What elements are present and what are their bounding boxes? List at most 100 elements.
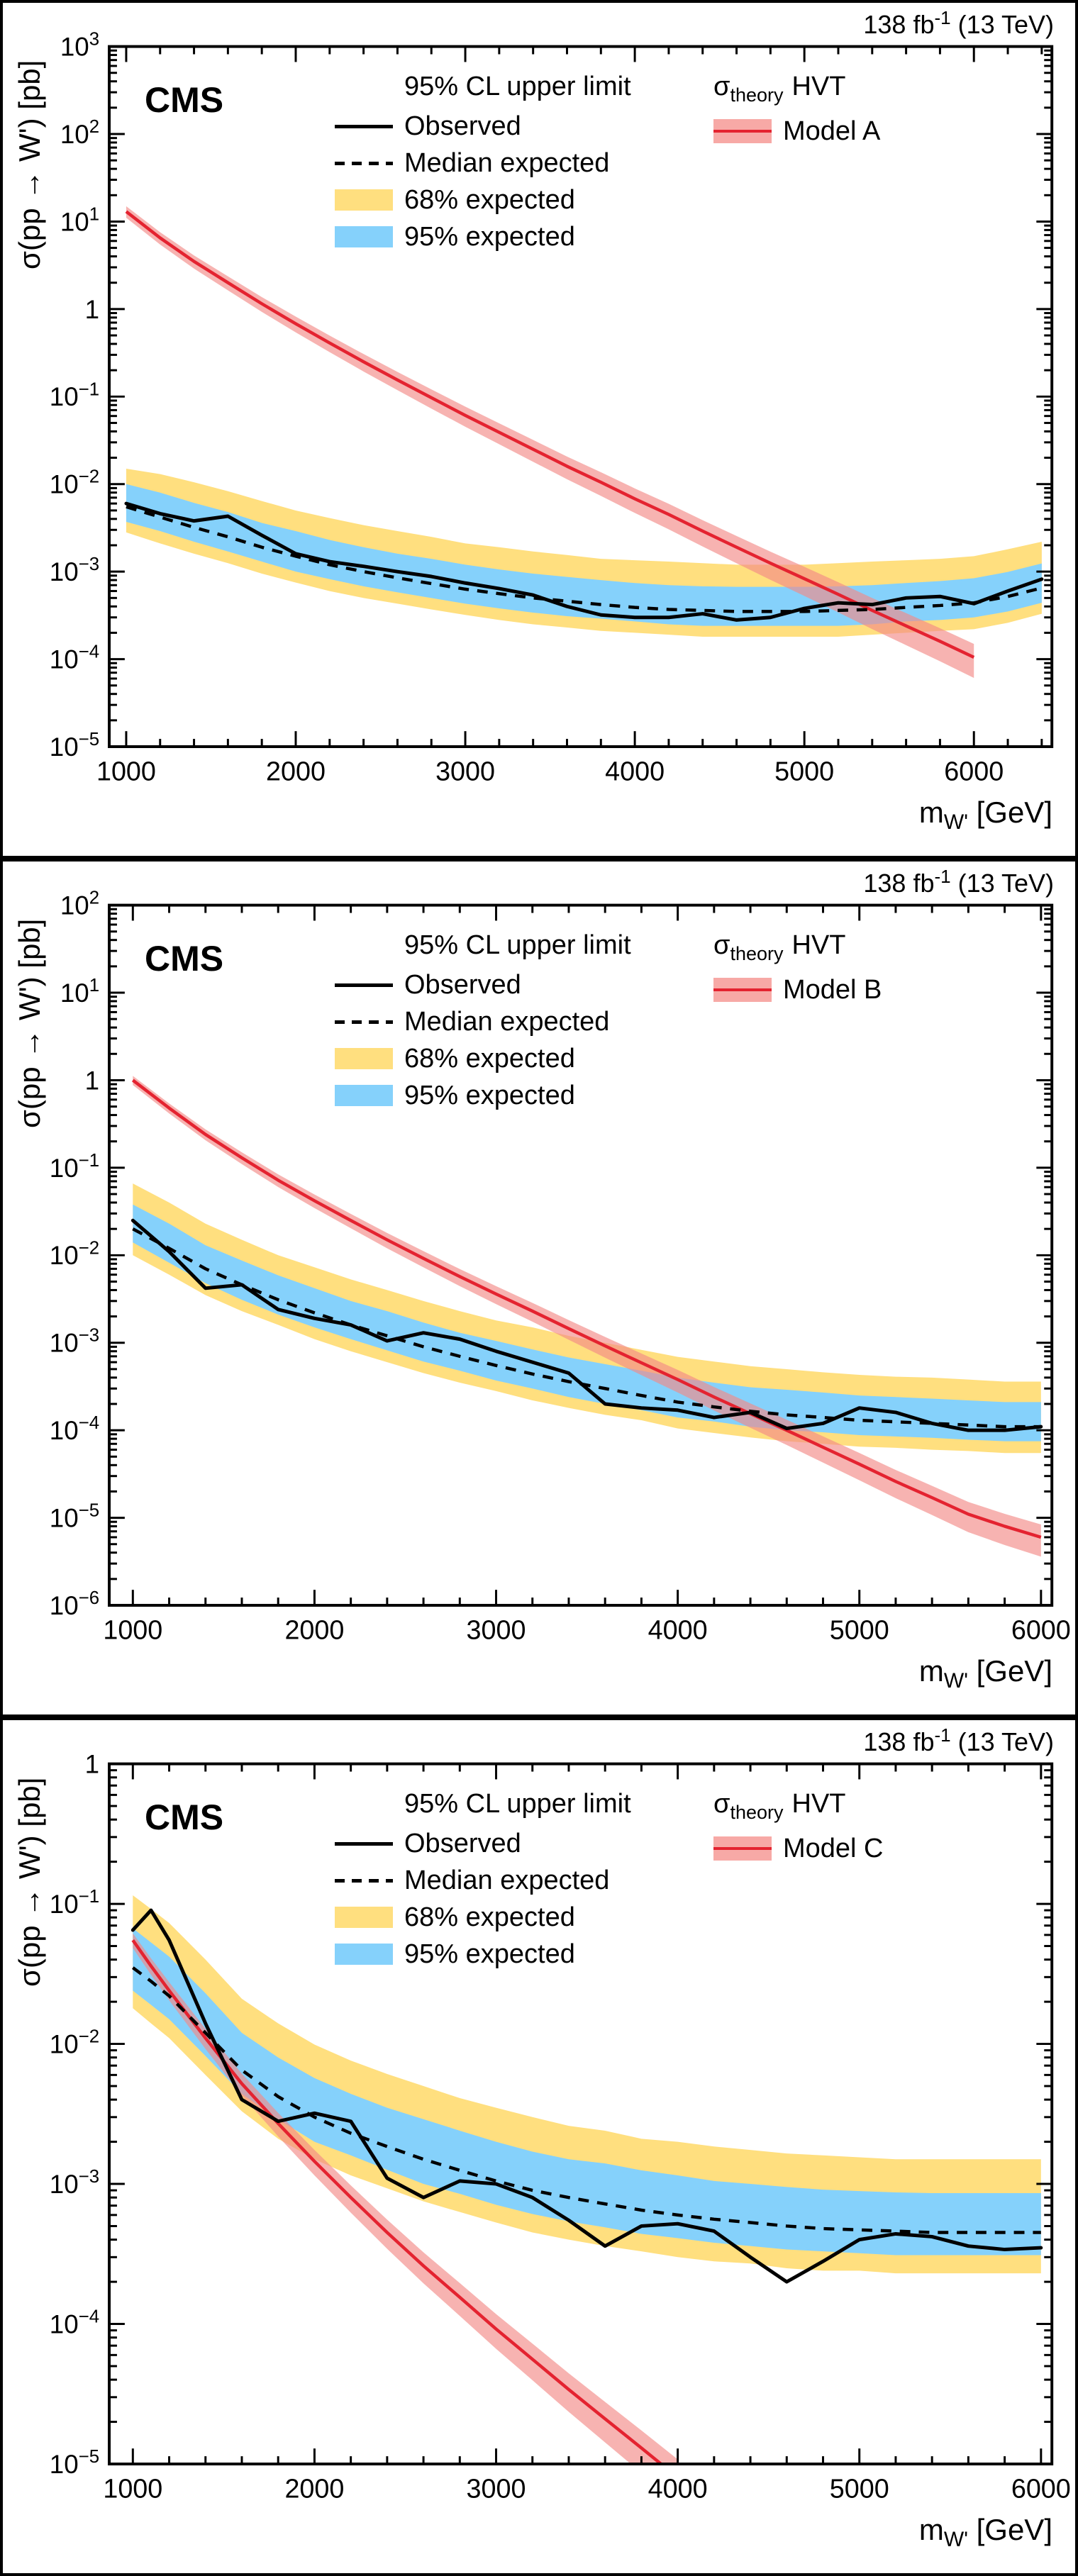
legend-label-observed: Observed (404, 969, 521, 1000)
y-tick-label: 1 (85, 295, 99, 324)
legend-item-95: 95% expected (335, 1077, 631, 1114)
y-tick-label: 101 (60, 204, 99, 236)
legend-label-68: 68% expected (404, 1902, 575, 1932)
axis-labels: 10−5 10−4 10−3 10−2 10−1 1 101 102 103 1000 2000 30… (50, 30, 1004, 786)
legend-label-68: 68% expected (404, 184, 575, 215)
axis-labels: 10−6 10−5 10−4 10−3 10−2 10−1 1 101 102 1000 2000 3… (50, 888, 1071, 1645)
band-95-swatch (335, 226, 393, 247)
legend-label-95: 95% expected (404, 221, 575, 252)
legend-item-68: 68% expected (335, 1040, 631, 1077)
theory-line (131, 1078, 1042, 1539)
lumi-label: 138 fb-1 (13 TeV) (863, 7, 1054, 40)
legend-label-median: Median expected (404, 1865, 610, 1895)
x-tick-label: 1000 (103, 2474, 162, 2504)
limit-legend: 95% CL upper limit Observed Median expec… (335, 1787, 631, 1973)
legend-label-median: Median expected (404, 1006, 610, 1037)
x-axis-title: mW' [GeV] (918, 1654, 1052, 1693)
median-line-swatch (335, 1020, 393, 1024)
sigma-subscript: theory (730, 84, 784, 106)
x-axis-subscript: W' (943, 1669, 968, 1693)
limit-legend: 95% CL upper limit Observed Median expec… (335, 928, 631, 1114)
x-tick-label: 4000 (648, 1615, 708, 1645)
observed-line-swatch (335, 1841, 393, 1846)
x-axis-subscript: W' (943, 810, 968, 834)
x-axis-symbol: m (918, 1654, 944, 1688)
plot-canvas-model-c: 10−5 10−4 10−3 10−2 10−1 1 1000 2000 3000 4000 500… (50, 1750, 1071, 2504)
cms-logo-text: CMS (145, 939, 224, 978)
legend-item-model: Model C (713, 1830, 884, 1867)
axis-ticks (109, 45, 1052, 748)
legend-item-95: 95% expected (335, 1936, 631, 1973)
sigma-subscript: theory (730, 943, 784, 964)
legend-label-95: 95% expected (404, 1939, 575, 1969)
x-tick-label: 4000 (605, 757, 665, 786)
y-tick-label: 10−2 (50, 1238, 99, 1270)
legend-item-median: Median expected (335, 1862, 631, 1899)
legend-label-95: 95% expected (404, 1080, 575, 1110)
y-tick-label: 10−2 (50, 2027, 99, 2059)
legend-item-95: 95% expected (335, 218, 631, 255)
lumi-energy: (13 TeV) (950, 10, 1054, 39)
x-tick-label: 1000 (103, 1615, 162, 1645)
y-tick-label: 10−4 (50, 1413, 99, 1445)
y-tick-label: 10−1 (50, 379, 99, 411)
legend-title: 95% CL upper limit (404, 72, 631, 101)
y-tick-label: 10−1 (50, 1151, 99, 1183)
y-tick-label: 101 (60, 976, 99, 1008)
sigma-subscript: theory (730, 1802, 784, 1823)
theory-band-swatch (713, 119, 772, 143)
lumi-label: 138 fb-1 (13 TeV) (863, 1724, 1054, 1757)
theory-legend-title: σtheory HVT (713, 69, 880, 106)
observed-line (124, 501, 1044, 622)
band-95-region (133, 1928, 1041, 2256)
limit-plot-model-a: 10−5 10−4 10−3 10−2 10−1 1 101 102 103 1000 2000 30… (0, 0, 1078, 859)
x-axis-unit: [GeV] (967, 796, 1052, 829)
hvt-label: HVT (791, 1789, 846, 1819)
lumi-exponent: -1 (934, 1724, 951, 1746)
x-tick-label: 3000 (467, 2474, 526, 2504)
legend-item-observed: Observed (335, 108, 631, 145)
x-axis-symbol: m (918, 2513, 944, 2546)
median-line-swatch (335, 161, 393, 165)
axis-ticks (109, 1763, 1052, 2465)
legend-title: 95% CL upper limit (404, 1789, 631, 1819)
x-tick-label: 6000 (1011, 1615, 1071, 1645)
band-68-region (133, 1183, 1041, 1454)
limit-legend: 95% CL upper limit Observed Median expec… (335, 69, 631, 255)
legend-item-model: Model B (713, 971, 882, 1008)
band-68-swatch (335, 1048, 393, 1069)
y-tick-label: 10−1 (50, 1887, 99, 1919)
y-tick-label: 10−4 (50, 642, 99, 674)
band-95-swatch (335, 1085, 393, 1106)
median-expected-line (131, 1966, 1041, 2234)
sigma-symbol: σ (713, 1789, 730, 1819)
legend-label-median: Median expected (404, 147, 610, 178)
y-tick-label: 10−4 (50, 2307, 99, 2339)
model-label: Model A (783, 116, 881, 146)
y-tick-label: 10−2 (50, 467, 99, 499)
x-tick-label: 5000 (830, 1615, 889, 1645)
y-axis-title: σ(pp → W') [pb] (13, 1777, 46, 1987)
plot-canvas-model-b: 10−6 10−5 10−4 10−3 10−2 10−1 1 101 102 1000 2000 3… (50, 888, 1071, 1645)
x-tick-label: 1000 (96, 757, 156, 786)
median-expected-line (126, 505, 1043, 613)
legend-title: 95% CL upper limit (404, 930, 631, 960)
lumi-energy: (13 TeV) (950, 869, 1054, 898)
legend-item-median: Median expected (335, 145, 631, 182)
legend-item-model: Model A (713, 113, 880, 150)
theory-legend-title: σtheory HVT (713, 928, 882, 964)
observed-line (130, 1218, 1043, 1432)
cms-logo-text: CMS (145, 80, 224, 120)
legend-item-68: 68% expected (335, 182, 631, 218)
x-axis-unit: [GeV] (967, 1654, 1052, 1688)
theory-line (125, 210, 975, 659)
y-tick-label: 1 (85, 1066, 99, 1095)
x-tick-label: 2000 (284, 2474, 344, 2504)
band-95-swatch (335, 1944, 393, 1965)
y-tick-label: 102 (60, 888, 99, 920)
axis-labels: 10−5 10−4 10−3 10−2 10−1 1 1000 2000 3000 4000 500… (50, 1750, 1071, 2504)
limit-plot-model-c: 10−5 10−4 10−3 10−2 10−1 1 1000 2000 3000 4000 500… (0, 1717, 1078, 2576)
x-tick-label: 5000 (774, 757, 834, 786)
y-tick-label: 103 (60, 30, 99, 62)
legend-item-observed: Observed (335, 1825, 631, 1862)
